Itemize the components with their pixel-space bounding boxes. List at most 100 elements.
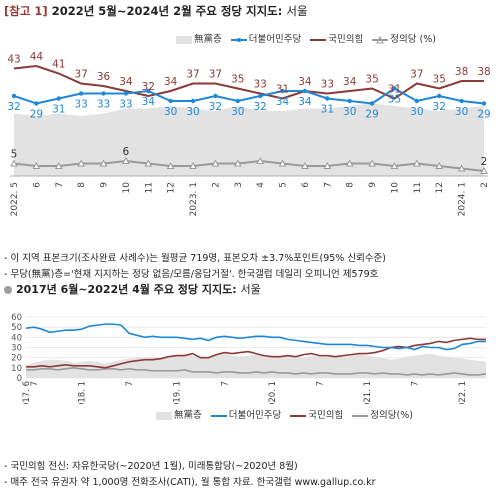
chart2-title-text: 2017년 6월~2022년 4월 주요 정당 지지도: (16, 283, 237, 296)
y-tick-label: 30 (11, 344, 22, 354)
data-label-democratic: 31 (321, 104, 334, 116)
x-tick-label: 2022. 5 (10, 182, 20, 216)
data-label-democratic: 34 (276, 96, 290, 108)
x-tick-label: 2018. 1 (78, 381, 88, 404)
x-tick-label: 6 (301, 182, 311, 188)
x-tick-label: 9 (368, 182, 378, 188)
data-point-justice (480, 166, 488, 174)
series-line-ppp (13, 64, 484, 100)
data-point-democratic (213, 93, 218, 99)
data-point-justice (77, 159, 85, 167)
series-line-ppp (26, 337, 486, 369)
legend2-item-justice: 정의당(%) (352, 407, 413, 421)
data-point-justice (54, 161, 63, 169)
y-tick-label: 40 (11, 333, 22, 343)
chart1-legend: 無黨층 더불어민주당 국민의힘 정의당 (%) (176, 31, 442, 45)
data-label-ppp: 44 (30, 51, 44, 63)
legend2-label-nopartisan: 無黨층 (174, 410, 202, 421)
data-point-justice (390, 161, 399, 169)
legend2-swatch-justice (352, 414, 369, 417)
data-label-democratic: 32 (7, 101, 20, 113)
note-line: - 매주 전국 유권자 약 1,000명 전화조사(CATI), 월 통합 자료… (4, 477, 376, 488)
x-tick-label: 5 (279, 182, 289, 188)
data-label-democratic: 32 (254, 101, 267, 113)
data-label-ppp: 31 (388, 84, 401, 96)
data-point-democratic (302, 88, 308, 94)
data-label-ppp: 36 (97, 71, 111, 83)
legend-label-nopartisan: 無黨층 (194, 34, 222, 45)
x-tick-label: 2020. 1 (268, 381, 278, 404)
data-point-democratic (101, 91, 106, 96)
chart2-region: 서울 (240, 283, 261, 296)
data-point-democratic (235, 98, 241, 104)
data-label-ppp: 38 (477, 66, 490, 78)
data-label-justice: 6 (123, 146, 130, 158)
legend-swatch-nopartisan (176, 35, 192, 44)
data-label-democratic: 32 (209, 101, 222, 113)
x-tick-label: 2024. 1 (458, 182, 468, 216)
data-label-democratic: 30 (343, 106, 356, 118)
x-tick-label: 2022. 1 (458, 381, 468, 404)
legend-item-democratic: 더불어민주당 (230, 31, 302, 45)
data-label-democratic: 30 (164, 106, 177, 118)
note-line: - 이 지역 표본크기(조사완료 사례수)는 월평균 719명, 표본오차 ±3… (4, 253, 386, 264)
legend-swatch-ppp (310, 38, 327, 41)
x-tick-label: 7 (315, 381, 325, 386)
data-point-democratic (146, 88, 151, 94)
x-tick-label: 6 (32, 182, 42, 188)
legend-label-democratic: 더불어민주당 (248, 34, 302, 45)
data-label-ppp: 34 (343, 76, 357, 88)
chart1-title-text: 2022년 5월~2024년 2월 주요 정당 지지도: (51, 4, 283, 18)
data-point-justice (166, 161, 175, 169)
data-label-ppp: 35 (365, 74, 378, 86)
x-tick-label: 11 (144, 182, 154, 193)
data-label-ppp: 38 (455, 66, 468, 78)
data-point-democratic (11, 93, 17, 99)
data-label-justice: 5 (11, 149, 18, 161)
y-tick-label: 0 (17, 374, 22, 384)
data-point-democratic (280, 88, 285, 94)
legend2-label-democratic: 더불어민주당 (228, 410, 282, 421)
data-label-ppp: 37 (410, 69, 423, 81)
data-label-ppp: 41 (52, 59, 65, 71)
data-label-democratic: 31 (52, 104, 65, 116)
data-point-democratic (34, 101, 39, 106)
data-point-justice (10, 159, 18, 167)
data-label-democratic: 30 (410, 106, 423, 118)
data-point-democratic (392, 86, 397, 91)
y-tick-label: 50 (11, 323, 22, 333)
data-point-democratic (190, 98, 196, 104)
x-tick-label: 2023. 1 (189, 182, 199, 216)
data-label-ppp: 32 (142, 81, 155, 93)
legend-label-ppp: 국민의힘 (328, 34, 364, 45)
x-tick-label: 4 (256, 182, 266, 188)
data-label-ppp: 31 (276, 84, 289, 96)
x-tick-label: 7 (125, 381, 135, 386)
data-point-democratic (257, 93, 263, 99)
series-line-justice (13, 159, 485, 172)
data-point-justice (99, 159, 108, 167)
chart2-title: 2017년 6월~2022년 4월 주요 정당 지지도: 서울 (4, 281, 261, 297)
legend-item-ppp: 국민의힘 (310, 31, 363, 45)
x-tick-label: 8 (77, 182, 87, 188)
data-label-ppp: 34 (164, 76, 178, 88)
legend-label-justice: 정의당 (%) (390, 34, 436, 45)
x-tick-label: 2021. 1 (363, 381, 373, 404)
data-label-democratic: 33 (74, 99, 87, 111)
data-label-ppp: 37 (186, 69, 199, 81)
series-line-democratic (13, 87, 485, 105)
x-tick-label: 10 (390, 182, 400, 194)
data-label-democratic: 30 (186, 106, 199, 118)
data-label-democratic: 29 (30, 109, 43, 121)
chart2-notes: - 국민의힘 전신: 자유한국당(~2020년 1월), 미래통합당(~2020… (4, 459, 376, 491)
x-tick-label: 8 (346, 182, 356, 188)
data-label-democratic: 32 (433, 101, 446, 113)
data-label-ppp: 37 (209, 69, 222, 81)
data-point-justice (233, 159, 242, 167)
data-label-ppp: 34 (298, 76, 312, 88)
y-tick-label: 10 (11, 364, 22, 374)
data-point-democratic (56, 96, 61, 101)
data-point-justice (413, 159, 421, 167)
x-tick-label: 7 (55, 182, 65, 188)
